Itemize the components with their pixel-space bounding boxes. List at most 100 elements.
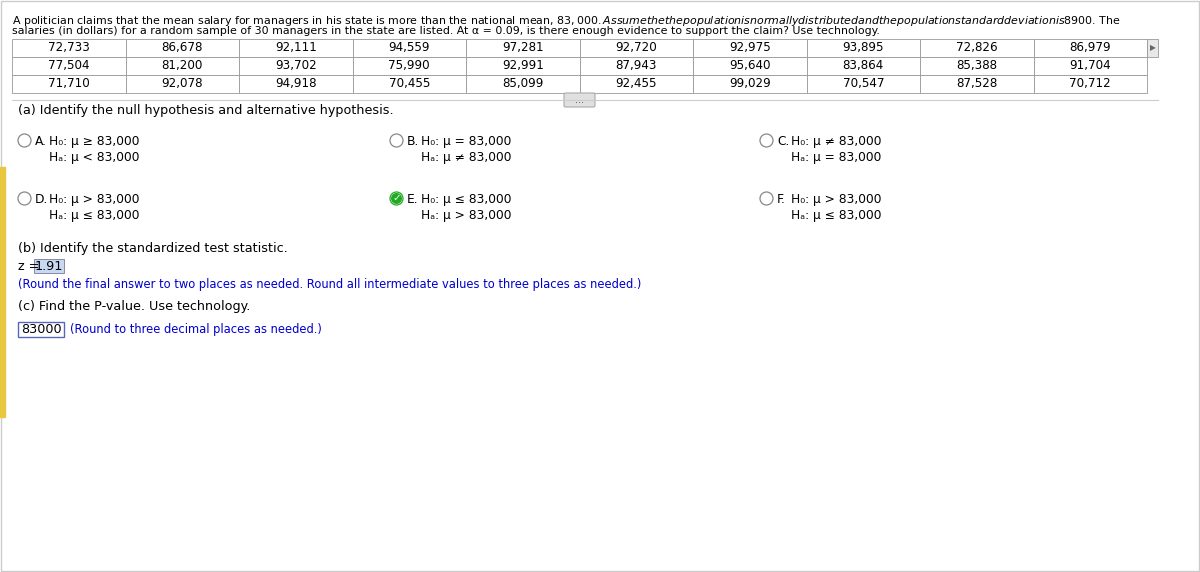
Bar [353, 57, 466, 75]
Bar [466, 57, 580, 75]
Bar [126, 39, 239, 57]
Bar [580, 75, 694, 93]
Text: 92,975: 92,975 [728, 42, 770, 54]
Circle shape [760, 134, 773, 147]
Text: H₀: μ ≠ 83,000: H₀: μ ≠ 83,000 [791, 135, 882, 148]
Text: H₀: μ ≤ 83,000: H₀: μ ≤ 83,000 [421, 193, 511, 206]
Text: Hₐ: μ ≤ 83,000: Hₐ: μ ≤ 83,000 [791, 209, 882, 222]
Text: 87,943: 87,943 [616, 59, 658, 73]
Text: ✓: ✓ [392, 193, 401, 204]
Text: Hₐ: μ > 83,000: Hₐ: μ > 83,000 [421, 209, 511, 222]
FancyBboxPatch shape [564, 93, 595, 107]
Text: 81,200: 81,200 [162, 59, 203, 73]
Bar [239, 39, 353, 57]
Text: 92,455: 92,455 [616, 77, 658, 90]
Text: 93,895: 93,895 [842, 42, 884, 54]
Text: B.: B. [407, 135, 419, 148]
Text: Hₐ: μ ≠ 83,000: Hₐ: μ ≠ 83,000 [421, 151, 511, 164]
Text: salaries (in dollars) for a random sample of 30 managers in the state are listed: salaries (in dollars) for a random sampl… [12, 26, 880, 36]
Circle shape [18, 192, 31, 205]
Bar [12, 75, 126, 93]
Text: 83000: 83000 [20, 323, 61, 336]
Text: (Round the final answer to two places as needed. Round all intermediate values t: (Round the final answer to two places as… [18, 278, 641, 291]
Bar [466, 75, 580, 93]
Text: 85,099: 85,099 [502, 77, 544, 90]
Text: 72,826: 72,826 [956, 42, 997, 54]
Bar [1147, 39, 1158, 57]
Text: (Round to three decimal places as needed.): (Round to three decimal places as needed… [70, 323, 322, 336]
Text: 92,078: 92,078 [162, 77, 203, 90]
Text: 70,455: 70,455 [389, 77, 430, 90]
Text: (c) Find the P-value. Use technology.: (c) Find the P-value. Use technology. [18, 300, 251, 313]
Circle shape [390, 134, 403, 147]
Text: 86,979: 86,979 [1069, 42, 1111, 54]
Text: (b) Identify the standardized test statistic.: (b) Identify the standardized test stati… [18, 242, 288, 255]
Bar [806, 75, 920, 93]
Bar [34, 259, 64, 273]
Circle shape [18, 134, 31, 147]
Bar [806, 39, 920, 57]
Text: 87,528: 87,528 [956, 77, 997, 90]
Bar [126, 57, 239, 75]
Circle shape [390, 192, 403, 205]
Bar [1033, 57, 1147, 75]
Bar [353, 39, 466, 57]
Bar [353, 75, 466, 93]
Bar [18, 322, 64, 337]
Bar [1033, 39, 1147, 57]
Text: 85,388: 85,388 [956, 59, 997, 73]
Text: 72,733: 72,733 [48, 42, 90, 54]
Text: D.: D. [35, 193, 48, 206]
Text: 92,111: 92,111 [275, 42, 317, 54]
Text: H₀: μ ≥ 83,000: H₀: μ ≥ 83,000 [49, 135, 139, 148]
Text: 92,991: 92,991 [502, 59, 544, 73]
Text: 95,640: 95,640 [730, 59, 770, 73]
Text: E.: E. [407, 193, 419, 206]
Text: Hₐ: μ = 83,000: Hₐ: μ = 83,000 [791, 151, 881, 164]
Bar [12, 39, 126, 57]
Text: 70,547: 70,547 [842, 77, 884, 90]
Text: H₀: μ = 83,000: H₀: μ = 83,000 [421, 135, 511, 148]
Text: C.: C. [778, 135, 790, 148]
Text: 86,678: 86,678 [162, 42, 203, 54]
Bar [920, 75, 1033, 93]
Text: ...: ... [575, 95, 584, 105]
Text: F.: F. [778, 193, 786, 206]
Circle shape [760, 192, 773, 205]
Text: Hₐ: μ ≤ 83,000: Hₐ: μ ≤ 83,000 [49, 209, 139, 222]
Text: 93,702: 93,702 [275, 59, 317, 73]
Bar [920, 39, 1033, 57]
Bar [694, 39, 806, 57]
Bar [580, 39, 694, 57]
Text: 71,710: 71,710 [48, 77, 90, 90]
Text: 99,029: 99,029 [728, 77, 770, 90]
Text: 94,559: 94,559 [389, 42, 430, 54]
Bar [694, 57, 806, 75]
Bar [1033, 75, 1147, 93]
Text: 91,704: 91,704 [1069, 59, 1111, 73]
Text: 1.91: 1.91 [35, 260, 64, 272]
Text: 75,990: 75,990 [389, 59, 430, 73]
Bar [12, 57, 126, 75]
Text: A.: A. [35, 135, 47, 148]
Bar [806, 57, 920, 75]
Text: H₀: μ > 83,000: H₀: μ > 83,000 [49, 193, 139, 206]
Text: H₀: μ > 83,000: H₀: μ > 83,000 [791, 193, 882, 206]
Text: 94,918: 94,918 [275, 77, 317, 90]
Bar [239, 57, 353, 75]
Text: Hₐ: μ < 83,000: Hₐ: μ < 83,000 [49, 151, 139, 164]
Bar [920, 57, 1033, 75]
Text: z =: z = [18, 260, 43, 273]
Bar [126, 75, 239, 93]
Bar [580, 57, 694, 75]
Circle shape [391, 193, 402, 204]
Text: 92,720: 92,720 [616, 42, 658, 54]
Bar [694, 75, 806, 93]
Text: A politician claims that the mean salary for managers in his state is more than : A politician claims that the mean salary… [12, 14, 1121, 28]
Text: 97,281: 97,281 [502, 42, 544, 54]
Text: ▶: ▶ [1150, 43, 1156, 53]
Text: 70,712: 70,712 [1069, 77, 1111, 90]
Text: 83,864: 83,864 [842, 59, 884, 73]
Bar [466, 39, 580, 57]
Text: 77,504: 77,504 [48, 59, 90, 73]
